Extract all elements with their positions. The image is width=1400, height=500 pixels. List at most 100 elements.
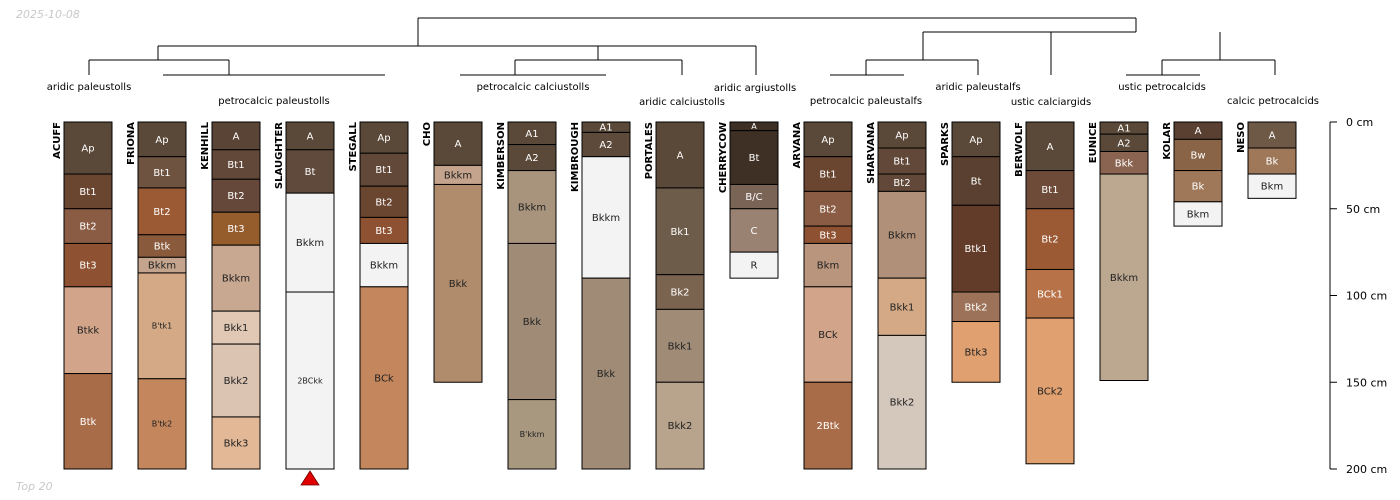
horizon-label: A2 xyxy=(525,153,538,164)
horizon-label: Btk3 xyxy=(965,347,988,358)
horizon-ap xyxy=(877,121,927,149)
horizon-label: Bkk xyxy=(523,317,542,328)
horizon-bt1 xyxy=(359,152,409,187)
horizon-label: 2BCkk xyxy=(297,376,323,385)
profile-sparks: SPARKS Ap Bt Btk1 Btk2 Btk3 xyxy=(940,121,1001,383)
horizon-b-kkm xyxy=(507,399,557,470)
horizon-label: Bt3 xyxy=(227,224,244,235)
horizon-label: Ap xyxy=(895,131,908,142)
horizon-bck xyxy=(803,286,853,383)
horizon-label: Bt2 xyxy=(1041,235,1058,246)
horizon-label: A xyxy=(455,139,462,150)
horizon-ap xyxy=(63,121,113,175)
horizon-label: Bkk1 xyxy=(668,341,693,352)
profile-name: CHO xyxy=(422,122,433,146)
horizon-bw xyxy=(1173,138,1223,172)
horizon-bkkm xyxy=(877,190,927,279)
horizon-bt1 xyxy=(211,149,261,180)
horizon-bt1 xyxy=(803,156,853,192)
horizon-label: Bk1 xyxy=(670,227,689,238)
horizon-label: Ap xyxy=(155,135,168,146)
horizon-bt3 xyxy=(63,242,113,288)
profile-name: BERWOLF xyxy=(1014,122,1025,177)
horizon-label: Bt2 xyxy=(893,178,910,189)
horizon-bkk xyxy=(507,242,557,401)
horizon-label: Bt2 xyxy=(227,191,244,202)
horizon-r xyxy=(729,251,779,279)
horizon-label: Bkk3 xyxy=(224,438,249,449)
horizon-label: Bkkm xyxy=(222,274,250,285)
horizon-bt1 xyxy=(1025,170,1075,210)
horizon-bkk1 xyxy=(877,277,927,336)
horizon-label: A xyxy=(1047,142,1054,153)
horizon-bkk xyxy=(433,183,483,383)
horizon-c xyxy=(729,208,779,253)
group-label-aridic-argiustolls: aridic argiustolls xyxy=(714,83,796,94)
horizon-label: A xyxy=(751,122,757,131)
profile-name: FRIONA xyxy=(126,122,137,165)
horizon-label: A1 xyxy=(1117,124,1130,135)
horizon-label: A2 xyxy=(1117,138,1130,149)
horizon-bt2 xyxy=(63,208,113,244)
horizon-label: Bt3 xyxy=(375,226,392,237)
profile-arvana: ARVANA Ap Bt1 Bt2 Bt3 Bkm BCk 2Btk xyxy=(792,121,853,470)
horizon-label: Btk xyxy=(80,417,97,428)
horizon-bkkm xyxy=(507,170,557,244)
horizon-label: Bkk2 xyxy=(890,398,915,409)
horizon-label: Bt2 xyxy=(153,207,170,218)
horizon-label: Bkk1 xyxy=(224,323,249,334)
horizon-bkk2 xyxy=(211,343,261,418)
horizon-bkkm xyxy=(211,244,261,312)
horizon-bck2 xyxy=(1025,317,1075,465)
horizon-label: Btk xyxy=(154,242,171,253)
horizon-label: Bkk2 xyxy=(668,421,693,432)
group-label-ustic-calciargids: ustic calciargids xyxy=(1011,97,1091,108)
axis-tick-label: 200 cm xyxy=(1346,463,1387,476)
horizon-label: A xyxy=(677,150,684,161)
horizon-btk3 xyxy=(951,321,1001,383)
profile-name: SLAUGHTER xyxy=(274,122,285,189)
horizon-bt3 xyxy=(211,211,261,246)
date-stamp: 2025-10-08 xyxy=(16,8,80,21)
horizon-label: BCk1 xyxy=(1037,289,1063,300)
horizon-label: Bkkm xyxy=(148,261,176,272)
profile-kolar: KOLAR A Bw Bk Bkm xyxy=(1162,121,1223,227)
horizon-bt2 xyxy=(359,185,409,218)
horizon-label: Ap xyxy=(81,144,94,155)
horizon-bkkm xyxy=(1099,173,1149,382)
horizon-label: Bkkm xyxy=(1110,273,1138,284)
horizon-label: A1 xyxy=(599,123,612,134)
horizon-bt2 xyxy=(211,178,261,213)
group-label-aridic-calciustolls: aridic calciustolls xyxy=(639,97,725,108)
horizon-bt1 xyxy=(877,147,927,175)
horizon-bt2 xyxy=(137,187,187,236)
axis-tick-label: 50 cm xyxy=(1346,203,1380,216)
horizon-bkk3 xyxy=(211,416,261,470)
horizon-bt2 xyxy=(803,190,853,227)
profile-friona: FRIONA Ap Bt1 Bt2 Btk Bkkm B'tk1 B'tk2 xyxy=(126,121,187,470)
profile-name: SHARVANA xyxy=(866,122,877,184)
horizon-label: Bkm xyxy=(1261,182,1283,193)
horizon-label: Bt2 xyxy=(819,204,836,215)
profile-cho: CHO A Bkkm Bkk xyxy=(422,121,483,383)
profile-name: KIMBROUGH xyxy=(570,122,581,192)
horizon-label: Bt3 xyxy=(79,261,96,272)
horizon-bk2 xyxy=(655,274,705,310)
horizon-bck xyxy=(359,286,409,470)
profile-name: STEGALL xyxy=(348,121,359,171)
profile-eunice: EUNICE A1 A2 Bkk Bkkm xyxy=(1088,121,1149,382)
horizon-label: Bkkm xyxy=(370,261,398,272)
profile-name: NESO xyxy=(1236,122,1247,153)
horizon-label: Bt1 xyxy=(153,168,170,179)
horizon-label: Bk2 xyxy=(670,288,689,299)
horizon-label: Bkk xyxy=(449,279,468,290)
horizon-bt2 xyxy=(1025,208,1075,270)
profile-cherrycow: CHERRYCOW A Bt B/C C R xyxy=(718,121,779,279)
profile-name: KENHILL xyxy=(200,121,211,169)
profile-sharvana: SHARVANA Ap Bt1 Bt2 Bkkm Bkk1 Bkk2 xyxy=(866,121,927,470)
axis-tick-label: 100 cm xyxy=(1346,290,1387,303)
horizon-label: Bt3 xyxy=(819,230,836,241)
horizon-label: Bkkm xyxy=(518,203,546,214)
